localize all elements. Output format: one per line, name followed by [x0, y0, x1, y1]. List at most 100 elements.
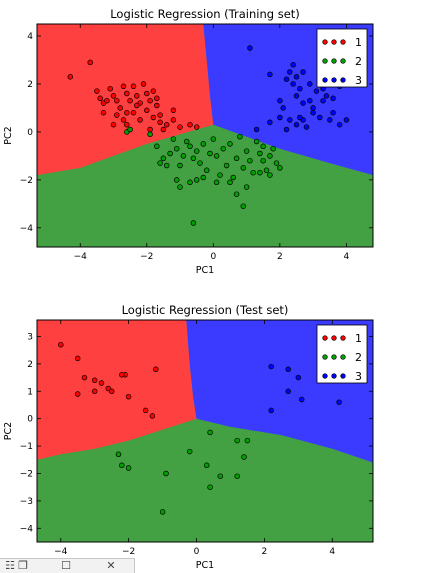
- legend-marker: [340, 335, 346, 341]
- point-class-3: [247, 45, 253, 51]
- chart-1: −4 −2 0 2 4 −4 −2 0 2 4 Logistic Regression (Train…: [3, 7, 374, 276]
- point-class-3: [285, 366, 291, 373]
- point-class-2: [147, 131, 153, 138]
- point-class-3: [268, 407, 274, 414]
- chart-2: −4 −2 0 2 4 −4 −3 −2 −1 0 1 2 3 Logistic Regression (…: [3, 303, 374, 571]
- point-class-2: [187, 143, 193, 150]
- point-class-1: [140, 81, 147, 87]
- point-class-1: [94, 88, 100, 94]
- point-class-1: [104, 97, 110, 104]
- point-class-2: [243, 148, 250, 154]
- point-class-2: [267, 172, 273, 178]
- legend-marker: [331, 335, 337, 341]
- x-tick-label: −4: [74, 252, 88, 262]
- point-class-2: [190, 155, 197, 162]
- point-class-2: [163, 162, 170, 169]
- point-class-2: [197, 160, 203, 166]
- point-class-2: [257, 150, 263, 157]
- x-axis-label: PC1: [196, 560, 214, 571]
- copy-icon[interactable]: ❐: [18, 559, 28, 572]
- x-tick-label: 0: [194, 547, 200, 557]
- point-class-3: [307, 97, 313, 104]
- close-icon[interactable]: ✕: [106, 559, 116, 572]
- point-class-3: [287, 117, 293, 123]
- y-tick-label: 2: [27, 80, 33, 90]
- legend-label: 3: [355, 370, 362, 383]
- point-class-1: [137, 117, 143, 123]
- y-tick-label: 2: [27, 360, 33, 370]
- point-class-2: [234, 437, 240, 444]
- point-class-1: [144, 90, 150, 97]
- y-tick-label: −2: [20, 176, 33, 186]
- grid-icon[interactable]: ☷: [5, 559, 15, 572]
- legend-label: 2: [355, 351, 362, 364]
- point-class-3: [287, 69, 293, 75]
- legend-label: 1: [355, 36, 362, 49]
- legend-label: 3: [355, 74, 362, 87]
- point-class-1: [110, 121, 117, 128]
- point-class-3: [330, 109, 336, 116]
- x-tick-label: 2: [262, 547, 268, 557]
- point-class-2: [203, 462, 210, 469]
- point-class-2: [223, 162, 230, 169]
- point-class-1: [120, 117, 127, 123]
- point-class-3: [267, 119, 273, 126]
- point-class-1: [142, 407, 149, 414]
- point-class-3: [330, 95, 336, 102]
- point-class-3: [293, 93, 300, 99]
- point-class-2: [217, 473, 224, 479]
- point-class-1: [91, 388, 98, 395]
- x-tick-label: −2: [140, 252, 153, 262]
- point-class-2: [207, 150, 213, 157]
- point-class-3: [307, 81, 313, 87]
- legend-label: 1: [355, 332, 362, 345]
- point-class-2: [159, 509, 166, 515]
- legend-marker: [322, 39, 328, 45]
- point-class-3: [267, 71, 273, 78]
- point-class-2: [177, 162, 183, 169]
- point-class-1: [160, 126, 167, 133]
- region-class-1: [37, 320, 197, 460]
- point-class-3: [323, 93, 330, 99]
- maximize-icon[interactable]: ☐: [61, 559, 71, 572]
- point-class-3: [293, 74, 300, 80]
- point-class-1: [107, 85, 113, 92]
- legend-marker: [331, 58, 337, 64]
- legend-marker: [340, 77, 346, 83]
- point-class-2: [213, 179, 220, 186]
- point-class-3: [320, 97, 326, 104]
- point-class-2: [207, 484, 213, 490]
- legend-marker: [340, 39, 346, 45]
- point-class-2: [241, 454, 247, 460]
- point-class-1: [114, 97, 120, 104]
- legend-marker: [331, 373, 337, 379]
- point-class-2: [273, 160, 280, 166]
- point-class-1: [147, 97, 153, 104]
- y-axis-label: PC2: [3, 422, 14, 440]
- point-class-3: [297, 114, 303, 121]
- point-class-1: [134, 93, 140, 99]
- plot-frame: [36, 23, 374, 248]
- y-tick-label: −1: [20, 442, 33, 452]
- point-class-1: [114, 112, 120, 118]
- point-class-3: [313, 88, 320, 94]
- point-class-3: [300, 69, 306, 75]
- point-class-1: [117, 105, 123, 111]
- point-class-2: [170, 136, 177, 142]
- point-class-1: [150, 88, 157, 94]
- x-tick-label: 4: [344, 252, 350, 262]
- point-class-3: [283, 76, 290, 82]
- point-class-2: [163, 470, 169, 477]
- legend-marker: [340, 354, 346, 360]
- point-class-1: [67, 74, 74, 80]
- point-class-2: [187, 179, 193, 186]
- point-class-1: [97, 95, 103, 102]
- point-class-3: [336, 399, 342, 405]
- legend-marker: [322, 58, 328, 64]
- point-class-2: [270, 145, 276, 152]
- x-tick-label: 4: [329, 547, 335, 557]
- point-class-1: [81, 374, 88, 381]
- point-class-1: [170, 117, 177, 123]
- legend-marker: [322, 335, 328, 341]
